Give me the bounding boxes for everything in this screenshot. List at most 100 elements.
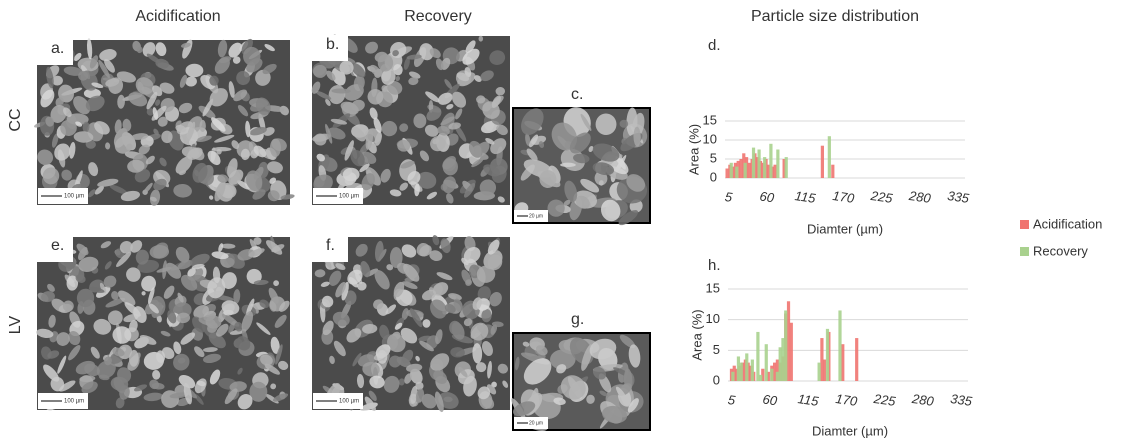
particle: [145, 155, 155, 165]
scale-box: [313, 188, 363, 204]
particle: [177, 292, 184, 303]
particle: [406, 54, 422, 60]
particle: [468, 140, 483, 158]
particle: [448, 293, 462, 301]
particle: [60, 119, 77, 136]
particle: [481, 309, 492, 323]
particle: [152, 107, 159, 120]
bar: [773, 362, 777, 381]
particle: [401, 244, 417, 258]
particle: [339, 60, 354, 75]
particle: [173, 184, 192, 198]
particle: [75, 274, 86, 283]
particle: [479, 179, 497, 196]
particle: [192, 162, 208, 183]
particle: [487, 254, 503, 271]
particle: [37, 149, 54, 166]
particle: [241, 311, 254, 332]
bar: [743, 162, 747, 178]
particle: [446, 103, 454, 110]
particle: [209, 195, 214, 200]
bar: [820, 145, 824, 178]
particle: [595, 113, 617, 136]
particle: [477, 286, 491, 302]
particle: [97, 178, 119, 187]
particle: [588, 146, 594, 153]
x-tick-label: 225: [872, 391, 897, 409]
particle: [187, 147, 203, 160]
particle: [456, 72, 470, 82]
particle: [146, 91, 158, 110]
particle: [280, 194, 295, 200]
particle: [619, 119, 629, 128]
particle: [525, 133, 531, 147]
particle: [177, 259, 193, 270]
particle: [416, 171, 437, 189]
particle: [275, 344, 283, 365]
particle: [521, 108, 544, 135]
scale-box: [313, 393, 363, 409]
particle: [435, 58, 444, 71]
particle: [387, 333, 406, 353]
particle: [563, 199, 571, 206]
particle: [435, 329, 443, 345]
particle: [414, 183, 420, 197]
particle: [114, 119, 122, 134]
particle: [402, 281, 418, 290]
particle: [399, 123, 409, 132]
particle: [421, 289, 437, 301]
particle: [403, 57, 410, 70]
particle: [233, 289, 241, 304]
particle: [178, 102, 193, 114]
particle: [627, 398, 639, 413]
particle: [451, 91, 467, 108]
particle: [369, 375, 385, 389]
particle: [209, 88, 228, 107]
particle: [115, 397, 125, 409]
particle: [429, 250, 443, 262]
particle: [237, 367, 243, 375]
particle: [218, 243, 224, 253]
particle: [486, 384, 497, 395]
y-tick-label: 10: [706, 311, 720, 326]
particle: [50, 376, 65, 392]
scale-box: [38, 393, 88, 409]
particle: [421, 393, 437, 409]
particle: [59, 380, 76, 392]
particle: [600, 199, 621, 222]
particle: [311, 81, 321, 94]
particle: [490, 324, 498, 335]
particle: [119, 240, 133, 254]
particle: [126, 267, 141, 282]
particle: [120, 190, 140, 202]
particle: [393, 281, 405, 298]
particle: [218, 56, 232, 64]
y-tick-label: 0: [710, 169, 717, 184]
particle: [335, 281, 347, 298]
particle: [365, 41, 378, 54]
particle: [155, 42, 167, 57]
particle: [240, 148, 250, 161]
particle: [547, 199, 565, 217]
particle: [592, 143, 620, 162]
particle: [471, 158, 484, 168]
particle: [186, 121, 196, 143]
particle: [403, 263, 420, 282]
legend-label: Acidification: [1033, 216, 1102, 231]
particle: [88, 189, 96, 198]
scale-label: 20 µm: [529, 420, 543, 426]
particle: [73, 131, 94, 143]
particle: [529, 134, 539, 148]
particle: [88, 162, 99, 177]
particle: [381, 120, 398, 137]
particle: [356, 73, 364, 92]
particle: [325, 123, 333, 144]
bar: [757, 149, 761, 178]
particle: [364, 396, 376, 411]
particle: [191, 263, 205, 270]
particle: [231, 140, 240, 150]
particle: [415, 388, 425, 403]
particle: [351, 99, 365, 112]
particle: [207, 277, 226, 299]
y-tick-label: 5: [713, 342, 720, 357]
